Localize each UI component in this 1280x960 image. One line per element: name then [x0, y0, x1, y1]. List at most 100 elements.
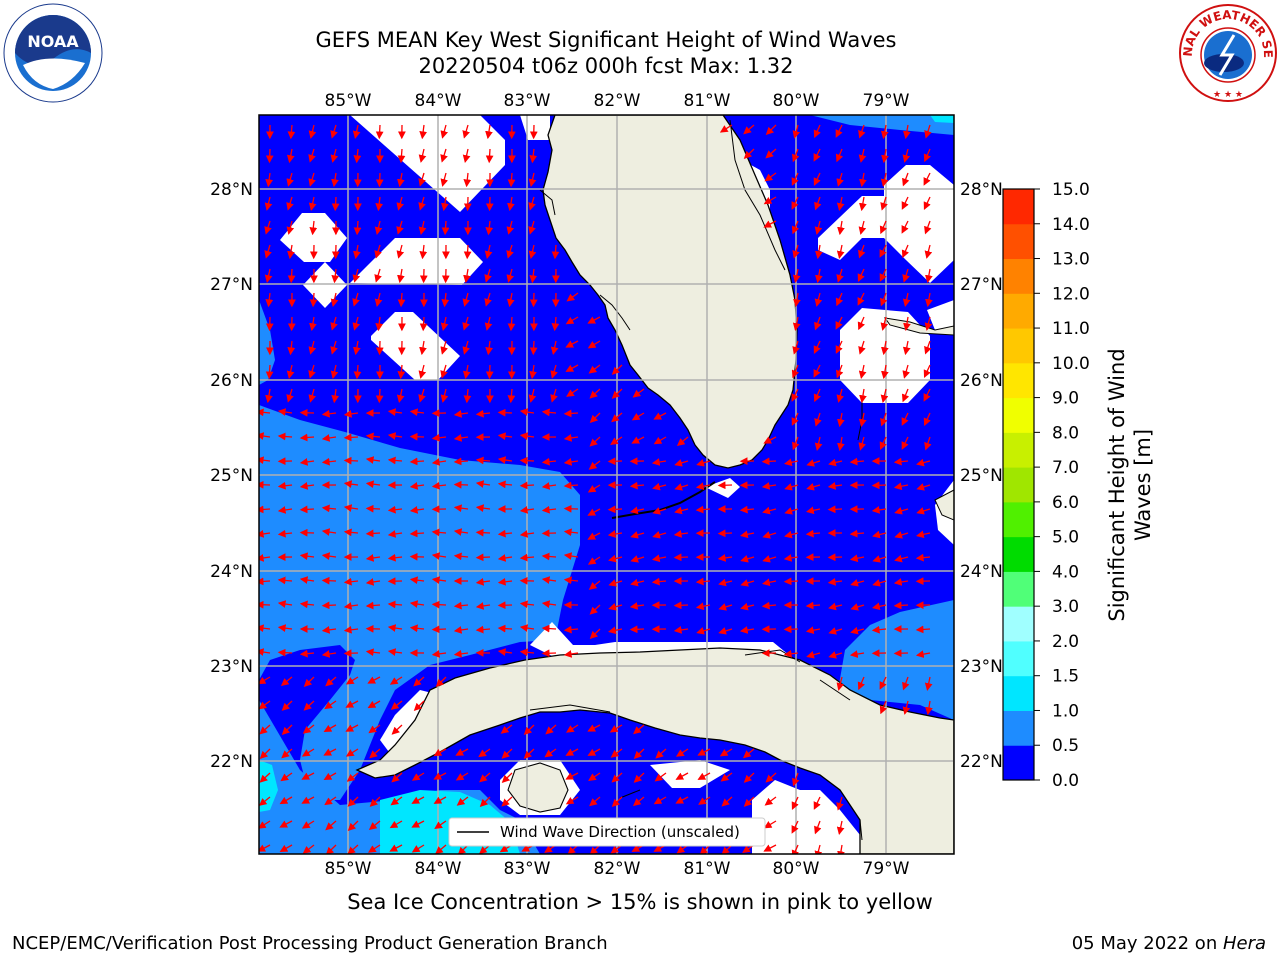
wind-wave-arrow — [894, 554, 909, 563]
wind-wave-arrow — [835, 148, 844, 163]
wind-wave-arrow — [563, 625, 579, 634]
wind-wave-arrow — [901, 220, 909, 234]
lat-label: 24°N — [210, 562, 253, 582]
wind-wave-arrow — [390, 796, 403, 806]
wind-wave-arrow — [497, 408, 513, 417]
wind-wave-arrow — [308, 148, 316, 163]
wind-wave-arrow — [587, 316, 601, 324]
wind-wave-arrow — [551, 244, 560, 260]
wind-wave-arrow — [528, 244, 537, 259]
wind-wave-arrow — [880, 316, 889, 331]
wind-wave-arrow — [792, 316, 801, 331]
wind-wave-arrow — [369, 748, 381, 759]
wind-wave-arrow — [651, 577, 667, 586]
wind-wave-arrow — [632, 796, 645, 807]
wind-wave-arrow — [631, 436, 645, 444]
wind-wave-arrow — [827, 482, 843, 490]
wind-wave-arrow — [325, 676, 337, 687]
colorbar-tick-label: 1.5 — [1052, 667, 1079, 687]
wind-wave-arrow — [916, 483, 931, 491]
wind-wave-arrow — [519, 481, 535, 490]
wind-wave-arrow — [281, 724, 293, 736]
wind-wave-arrow — [475, 409, 491, 418]
wind-wave-arrow — [814, 316, 822, 331]
wind-wave-arrow — [323, 748, 337, 756]
wind-wave-arrow — [287, 268, 296, 284]
wind-wave-arrow — [901, 196, 909, 210]
wind-wave-arrow — [519, 648, 535, 657]
wind-wave-arrow — [784, 507, 799, 515]
sea-ice-note: Sea Ice Concentration > 15% is shown in … — [347, 890, 933, 914]
lat-label: 27°N — [960, 275, 1003, 295]
wind-wave-arrow — [859, 172, 867, 188]
wind-wave-arrow — [396, 244, 405, 259]
wind-wave-arrow — [529, 364, 537, 380]
wind-wave-arrow — [501, 748, 513, 759]
wind-wave-arrow — [814, 844, 823, 854]
wind-wave-arrow — [902, 364, 910, 379]
wind-wave-arrow — [409, 529, 425, 538]
colorbar-tick-label: 4.0 — [1052, 562, 1079, 582]
wind-wave-arrow — [611, 796, 623, 808]
wind-wave-arrow — [387, 505, 403, 514]
wind-wave-arrow — [717, 554, 733, 562]
wind-wave-arrow — [277, 648, 293, 657]
wind-wave-arrow — [462, 292, 471, 307]
wind-wave-arrow — [814, 196, 822, 211]
wind-wave-arrow — [739, 505, 755, 514]
colorbar — [1003, 189, 1034, 781]
wind-wave-arrow — [455, 748, 469, 756]
lat-label: 26°N — [210, 371, 253, 391]
wind-wave-arrow — [506, 268, 515, 283]
wind-wave-arrow — [587, 340, 601, 349]
wind-wave-arrow — [673, 626, 689, 634]
wind-wave-arrow — [529, 148, 538, 164]
wind-wave-arrow — [368, 724, 381, 734]
wind-wave-arrow — [721, 796, 733, 807]
wind-wave-arrow — [792, 436, 800, 451]
wind-wave-arrow — [500, 724, 513, 734]
wind-wave-arrow — [325, 844, 337, 854]
wind-wave-arrow — [389, 676, 403, 685]
wind-wave-arrow — [387, 432, 403, 440]
noaa-logo-icon: NOAA — [3, 3, 103, 103]
lon-label: 79°W — [863, 91, 910, 111]
wind-wave-arrow — [719, 124, 733, 133]
wind-wave-arrow — [529, 292, 538, 308]
wind-wave-arrow — [563, 481, 579, 490]
wind-wave-arrow — [858, 364, 867, 379]
wind-wave-arrow — [396, 220, 404, 235]
wind-wave-arrow — [462, 364, 471, 380]
lon-label: 85°W — [325, 859, 372, 879]
wind-wave-arrow — [519, 408, 535, 416]
wind-wave-arrow — [387, 456, 403, 465]
wind-wave-arrow — [345, 676, 359, 685]
wind-wave-arrow — [506, 244, 514, 259]
wind-wave-arrow — [652, 482, 667, 491]
wind-wave-arrow — [431, 649, 447, 658]
wind-wave-arrow — [849, 554, 865, 563]
wind-wave-arrow — [367, 700, 381, 709]
wind-wave-arrow — [916, 530, 931, 539]
wind-wave-arrow — [836, 796, 844, 811]
wind-wave-arrow — [740, 579, 755, 587]
wind-wave-arrow — [321, 457, 337, 466]
wind-wave-arrow — [541, 505, 557, 514]
wind-wave-arrow — [528, 172, 537, 187]
wind-wave-arrow — [528, 388, 537, 403]
wind-wave-arrow — [299, 433, 315, 442]
wind-wave-arrow — [814, 436, 823, 451]
colorbar-tick-label: 5.0 — [1052, 528, 1079, 548]
wind-wave-arrow — [529, 268, 538, 284]
wind-wave-arrow — [793, 292, 801, 308]
wind-wave-arrow — [352, 316, 361, 331]
wind-wave-arrow — [433, 772, 447, 780]
wind-wave-arrow — [589, 436, 601, 447]
wind-wave-arrow — [387, 624, 403, 632]
wind-wave-arrow — [836, 172, 844, 187]
wind-wave-arrow — [463, 172, 472, 188]
wind-wave-arrow — [901, 436, 909, 450]
wind-wave-arrow — [308, 172, 316, 187]
wind-wave-arrow — [827, 553, 843, 562]
wind-wave-arrow — [418, 172, 426, 187]
